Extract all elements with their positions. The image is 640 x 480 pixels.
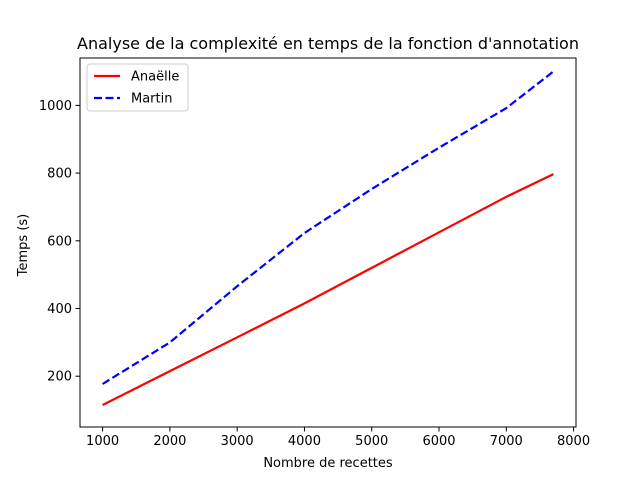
x-tick-label: 1000 — [86, 434, 119, 449]
y-axis-label: Temps (s) — [16, 214, 31, 277]
x-tick-label: 6000 — [422, 434, 455, 449]
plot-area: 1000 2000 3000 4000 5000 6000 7000 8000 200 400 60… — [39, 57, 590, 449]
y-tick-label: 600 — [47, 234, 72, 249]
legend-label-2: Martin — [131, 92, 172, 107]
chart-title: Analyse de la complexité en temps de la … — [77, 34, 579, 53]
y-tick-label: 800 — [47, 167, 72, 182]
y-tick-label: 400 — [47, 302, 72, 317]
legend-label-1: Anaëlle — [131, 70, 179, 85]
x-tick-label: 4000 — [288, 434, 321, 449]
series-line-2 — [102, 70, 555, 385]
x-tick-label: 8000 — [557, 434, 590, 449]
axes-frame — [79, 57, 577, 428]
y-tick-label: 200 — [47, 370, 72, 385]
x-axis-label: Nombre de recettes — [263, 456, 393, 471]
x-tick-label: 5000 — [355, 434, 388, 449]
series-line-1 — [102, 173, 554, 406]
y-tick-label: 1000 — [39, 99, 72, 114]
x-tick-label: 7000 — [490, 434, 523, 449]
x-tick-label: 2000 — [153, 434, 186, 449]
x-tick-label: 3000 — [221, 434, 254, 449]
